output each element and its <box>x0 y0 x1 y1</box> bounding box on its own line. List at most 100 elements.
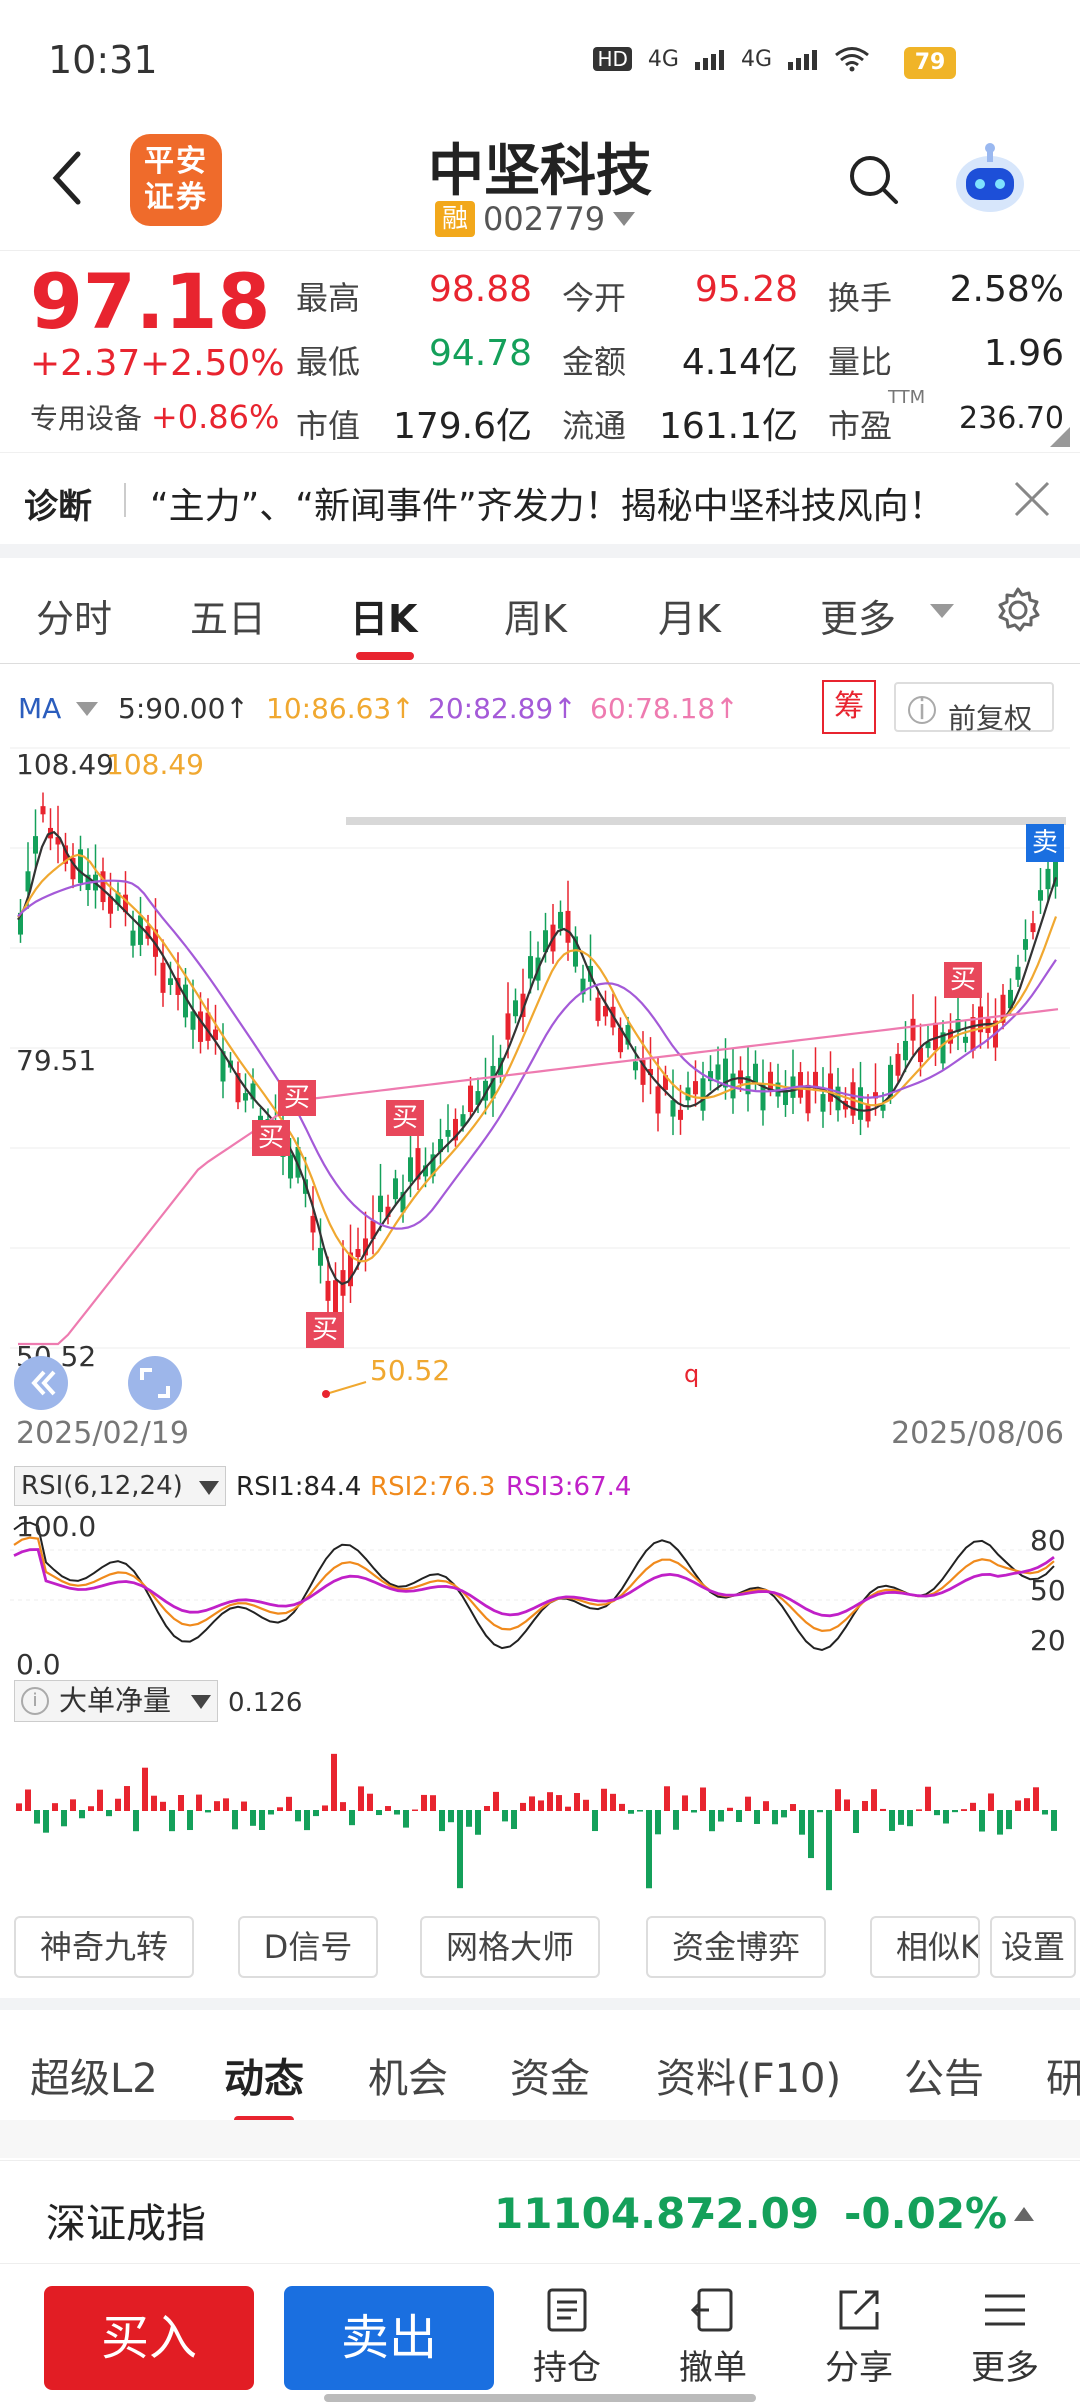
candlestick <box>513 1000 518 1017</box>
big-order-bar <box>367 1793 373 1811</box>
big-order-svg[interactable] <box>0 1720 1080 1900</box>
collapse-left-button[interactable] <box>14 1356 68 1410</box>
gear-icon[interactable] <box>994 586 1042 634</box>
buy-button[interactable]: 买入 <box>44 2286 254 2390</box>
big-order-bar <box>601 1788 607 1811</box>
fullscreen-button[interactable] <box>128 1356 182 1410</box>
big-order-bar <box>997 1810 1003 1835</box>
diagnosis-banner[interactable]: 诊断 “主力”、“新闻事件”齐发力！揭秘中坚科技风向！ <box>0 452 1080 544</box>
tab-weekly-k[interactable]: 周K <box>504 597 567 641</box>
big-order-bar <box>241 1801 247 1811</box>
buy-signal-badge[interactable]: 买 <box>306 1312 344 1348</box>
cancel-order-button[interactable]: 撤单 <box>658 2286 768 2406</box>
date-end: 2025/08/06 <box>891 1416 1064 1451</box>
rsi-chart[interactable]: 100.0 0.0 80 50 20 <box>0 1510 1080 1681</box>
buy-signal-badge[interactable]: 买 <box>944 962 982 998</box>
chevron-down-icon[interactable] <box>76 702 98 716</box>
chevron-up-icon[interactable] <box>1014 2207 1034 2221</box>
tool-similar-k[interactable]: 相似K <box>870 1916 980 1978</box>
price-change-pct: +2.50% <box>140 343 285 384</box>
rsi-bottom-label: 0.0 <box>16 1648 61 1681</box>
tab-research[interactable]: 研 <box>1046 2056 1080 2102</box>
index-ticker[interactable]: 深证成指 11104.87 -2.09 -0.02% <box>0 2160 1080 2264</box>
kline-chart[interactable]: 108.49 108.49 79.51 50.52 50.52 q 2025/0… <box>0 744 1080 1464</box>
share-button[interactable]: 分享 <box>804 2286 914 2406</box>
tab-daily-k[interactable]: 日K <box>350 597 418 641</box>
big-order-bar <box>250 1810 256 1826</box>
rsi-selector[interactable]: RSI(6,12,24) <box>14 1466 226 1506</box>
corner-expand-icon[interactable] <box>1050 427 1070 447</box>
tab-five-day[interactable]: 五日 <box>190 597 267 641</box>
big-order-selector[interactable]: i 大单净量 <box>14 1680 218 1722</box>
rsi-svg[interactable] <box>0 1510 1080 1680</box>
close-icon[interactable] <box>1012 479 1052 519</box>
ma-line <box>18 1008 1059 1346</box>
candlestick <box>723 1058 728 1088</box>
turnover-label: 换手 <box>828 279 893 317</box>
candlestick <box>865 1104 871 1122</box>
big-order-bar <box>475 1810 481 1835</box>
tab-monthly-k[interactable]: 月K <box>658 597 721 641</box>
candlestick <box>475 1091 481 1105</box>
buy-signal-badge[interactable]: 买 <box>278 1080 316 1116</box>
candlestick <box>460 1114 466 1127</box>
tool-settings[interactable]: 设置 <box>990 1916 1076 1978</box>
big-order-bar <box>403 1810 409 1828</box>
big-order-bar <box>574 1793 580 1811</box>
candlestick <box>295 1146 301 1178</box>
buy-signal-badge[interactable]: 买 <box>252 1120 290 1156</box>
ma-label[interactable]: MA <box>18 692 62 725</box>
candlestick <box>183 984 188 1018</box>
kline-svg[interactable] <box>0 744 1080 1464</box>
tool-grid-master[interactable]: 网格大师 <box>420 1916 600 1978</box>
tab-f10[interactable]: 资料(F10) <box>656 2056 842 2102</box>
ai-robot-icon[interactable] <box>950 142 1030 222</box>
more-button[interactable]: 更多 <box>950 2286 1060 2406</box>
back-arrow-icon[interactable] <box>48 148 88 208</box>
ma60-value: 60:78.18↑ <box>590 692 739 725</box>
tab-more[interactable]: 更多 <box>820 597 897 641</box>
candlestick <box>753 1063 758 1084</box>
tab-news-feed[interactable]: 动态 <box>224 2056 304 2102</box>
candlestick <box>678 1109 683 1120</box>
candlestick <box>198 1011 203 1042</box>
tab-super-l2[interactable]: 超级L2 <box>30 2056 158 2102</box>
tab-capital[interactable]: 资金 <box>510 2056 590 2102</box>
diagnosis-tag: 诊断 <box>24 487 92 527</box>
candlestick <box>798 1072 803 1098</box>
candlestick <box>333 1280 338 1314</box>
candlestick <box>1053 853 1058 887</box>
big-order-bar <box>538 1800 544 1811</box>
candlestick <box>1015 966 1021 980</box>
stock-code-selector[interactable]: 融 002779 <box>435 200 636 238</box>
battery-icon: 79 <box>904 47 956 79</box>
search-icon[interactable] <box>848 154 900 206</box>
candlestick <box>205 1012 211 1041</box>
sector-info[interactable]: 专用设备 +0.86% <box>30 398 280 436</box>
ma-line <box>17 879 1057 1230</box>
tab-intraday[interactable]: 分时 <box>36 597 113 641</box>
tool-capital-game[interactable]: 资金博弈 <box>646 1916 826 1978</box>
big-order-bar <box>970 1802 976 1811</box>
home-indicator <box>324 2394 756 2402</box>
sell-button[interactable]: 卖出 <box>284 2286 494 2390</box>
float-label: 流通 <box>562 407 627 445</box>
holdings-button[interactable]: 持仓 <box>512 2286 622 2406</box>
candlestick <box>648 1068 653 1076</box>
mktcap-label: 市值 <box>296 407 361 445</box>
info-tabs: 超级L2 动态 机会 资金 资料(F10) 公告 研 <box>0 2010 1080 2124</box>
tool-d-signal[interactable]: D信号 <box>238 1916 378 1978</box>
chip-distribution-button[interactable]: 筹 <box>822 680 876 734</box>
tab-opportunity[interactable]: 机会 <box>368 2056 448 2102</box>
adjust-mode-button[interactable]: i 前复权 <box>894 682 1054 735</box>
tab-announcements[interactable]: 公告 <box>904 2056 984 2102</box>
buy-signal-badge[interactable]: 买 <box>386 1100 424 1136</box>
sell-signal-badge[interactable]: 卖 <box>1026 824 1064 862</box>
diagnosis-text[interactable]: “主力”、“新闻事件”齐发力！揭秘中坚科技风向！ <box>150 486 945 527</box>
candlestick <box>130 930 136 946</box>
tool-magic-nine[interactable]: 神奇九转 <box>14 1916 194 1978</box>
big-order-bar <box>214 1801 220 1811</box>
candlestick <box>603 1006 608 1017</box>
big-order-bar <box>844 1799 850 1811</box>
big-order-chart[interactable] <box>0 1720 1080 1900</box>
